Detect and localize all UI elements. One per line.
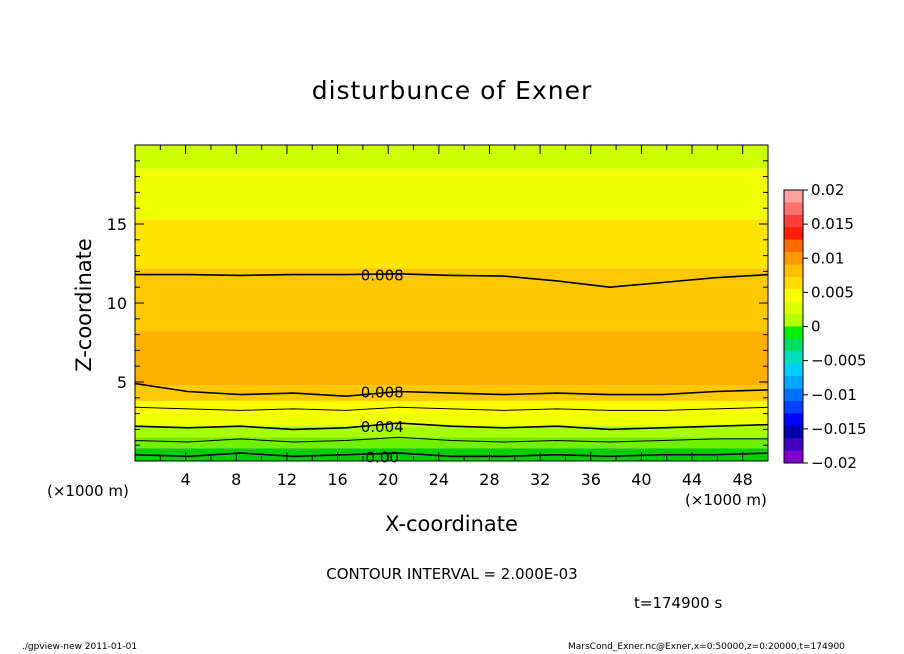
contour-line-5 (134, 452, 769, 458)
contour-line-4 (134, 436, 768, 443)
colorbar-tick-label: −0.005 (811, 352, 867, 370)
contour-line-3 (134, 422, 769, 431)
colorbar-swatch (784, 413, 803, 427)
colorbar-tick-label: −0.02 (811, 454, 857, 472)
colorbar-swatch (784, 376, 803, 390)
chart-title: disturbunce of Exner (311, 76, 593, 105)
y-axis-label: Z-coordinate (72, 238, 96, 372)
contour-label-0: 0.008 (361, 267, 404, 285)
contour-interval-label: CONTOUR INTERVAL = 2.000E-03 (326, 565, 578, 583)
colorbar-swatch (784, 227, 803, 241)
x-tick-label: 24 (429, 470, 449, 489)
colorbar-swatch (784, 326, 803, 340)
colorbar-tick-label: 0.005 (811, 283, 854, 301)
contour-label-2: 0.004 (361, 418, 404, 436)
contour-line-0 (135, 272, 769, 289)
warm-region-0 (141, 334, 661, 379)
y-tick-label: 15 (107, 215, 127, 234)
x-axis-label: X-coordinate (385, 512, 518, 536)
colorbar-swatch (784, 400, 803, 414)
colorbar-swatch (784, 425, 803, 439)
colorbar-swatch (784, 239, 803, 253)
field-band-2 (135, 219, 768, 269)
colorbar-swatch (784, 276, 803, 290)
colorbar-swatch (784, 438, 803, 452)
field-fills (135, 145, 768, 461)
x-tick-label: 36 (581, 470, 601, 489)
x-tick-label: 40 (631, 470, 651, 489)
contour-labels: 0.008 0.008 0.004 0.00 (361, 267, 404, 467)
z-axis-unit: (×1000 m) (47, 482, 129, 500)
x-tick-label: 44 (682, 470, 702, 489)
colorbar: 0.02 0.015 0.01 0.005 0 −0.005 −0.01 −0.015 −0.0… (783, 181, 867, 472)
x-tick-label: 20 (378, 470, 398, 489)
colorbar-tick-label: −0.01 (811, 386, 857, 404)
field-band-0 (135, 145, 768, 169)
colorbar-swatch (784, 351, 803, 365)
x-tick-label: 12 (277, 470, 297, 489)
contour-line-2 (134, 406, 769, 411)
colorbar-swatch (784, 338, 803, 352)
colorbar-swatch (784, 202, 803, 216)
colorbar-tick-label: 0.015 (811, 215, 854, 233)
contour-lines (134, 272, 769, 458)
colorbar-swatch (784, 301, 803, 315)
x-tick-label: 16 (327, 470, 347, 489)
x-axis-unit: (×1000 m) (685, 491, 767, 509)
time-label: t=174900 s (634, 594, 723, 612)
colorbar-swatch (784, 190, 803, 203)
colorbar-tick-label: −0.015 (811, 420, 867, 438)
x-tick-label: 48 (733, 470, 753, 489)
colorbar-swatch (784, 214, 803, 228)
contour-line-1 (134, 382, 769, 398)
field-band-3 (135, 268, 768, 332)
field-band-1 (135, 168, 768, 220)
x-tick-label: 32 (530, 470, 550, 489)
field-band-7 (135, 413, 768, 427)
y-tick-label: 5 (117, 373, 127, 392)
field-band-10 (135, 448, 768, 461)
contour-label-1: 0.008 (361, 383, 404, 401)
y-tick-label: 10 (107, 294, 127, 313)
colorbar-swatch (784, 252, 803, 265)
x-tick-label: 4 (181, 470, 191, 489)
x-tick-label: 28 (479, 470, 499, 489)
colorbar-tick-label: 0.01 (811, 249, 844, 267)
colorbar-swatch (784, 289, 803, 303)
colorbar-swatch (784, 450, 803, 464)
footer-file-label: MarsCond_Exner.nc@Exner,x=0:50000,z=0:20… (568, 642, 845, 652)
colorbar-swatch (784, 363, 803, 377)
colorbar-tick-label: 0.02 (811, 181, 844, 199)
contour-label-3: 0.00 (365, 448, 398, 466)
footer-program-label: ./gpview-new 2011-01-01 (22, 642, 138, 652)
colorbar-swatch (784, 264, 803, 278)
colorbar-swatch (784, 314, 803, 327)
colorbar-tick-label: 0 (811, 318, 821, 336)
x-tick-label: 8 (231, 470, 241, 489)
colorbar-swatch (784, 388, 803, 402)
field-band-6 (135, 400, 768, 414)
field-band-8 (135, 426, 768, 438)
warm-region-1 (679, 334, 768, 379)
field-band-9 (135, 437, 768, 449)
